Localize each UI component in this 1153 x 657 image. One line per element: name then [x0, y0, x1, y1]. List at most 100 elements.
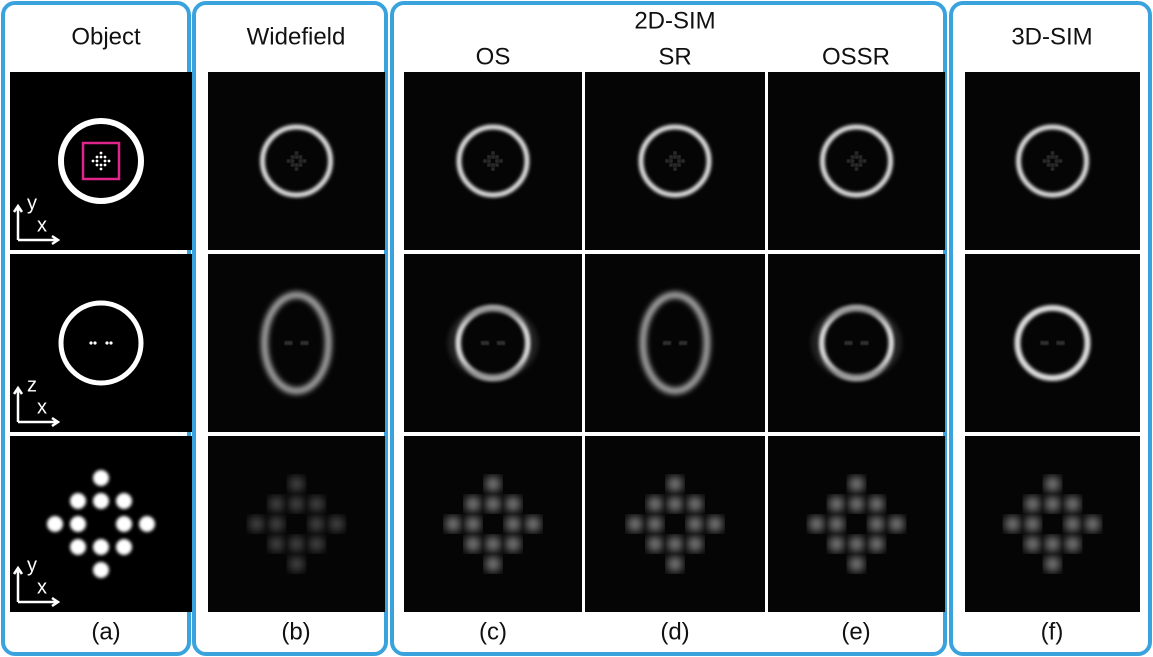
panel-title: 2D-SIM: [634, 7, 715, 34]
axis-label: x: [37, 214, 47, 236]
dot: [708, 517, 722, 531]
dot: [1066, 517, 1080, 531]
image-background: [404, 72, 582, 250]
dot: [492, 168, 495, 171]
dot: [1066, 497, 1080, 511]
image-background: [965, 436, 1140, 612]
image-tile: [404, 72, 582, 250]
dot: [1086, 517, 1100, 531]
dot: [93, 493, 109, 509]
image-background: [585, 436, 765, 612]
dot: [1047, 164, 1050, 167]
dot: [70, 516, 86, 532]
dot: [96, 156, 99, 159]
caption: (b): [281, 618, 310, 645]
dot: [1026, 517, 1040, 531]
image-background: [768, 436, 945, 612]
dot: [855, 152, 858, 155]
dot: [139, 516, 155, 532]
dot: [488, 156, 491, 159]
column-label: OSSR: [822, 43, 890, 70]
image-background: [208, 72, 385, 250]
dot: [1055, 160, 1058, 163]
panel-title: 3D-SIM: [1011, 23, 1092, 50]
dot: [863, 160, 866, 163]
dot: [849, 341, 852, 344]
dot: [1026, 497, 1040, 511]
column-label: OS: [476, 43, 511, 70]
dot: [116, 516, 132, 532]
dot: [1051, 168, 1054, 171]
dot: [287, 160, 290, 163]
dot: [1006, 517, 1020, 531]
dot: [1046, 557, 1060, 571]
dot: [668, 557, 682, 571]
dot: [1051, 156, 1054, 159]
dot: [688, 537, 702, 551]
dot: [1045, 341, 1048, 344]
dot: [301, 341, 304, 344]
caption: (f): [1041, 618, 1064, 645]
dot: [89, 341, 92, 344]
dot: [859, 160, 862, 163]
image-background: [768, 72, 945, 250]
dot: [855, 156, 858, 159]
dot: [1046, 537, 1060, 551]
dot: [648, 537, 662, 551]
dot: [1026, 537, 1040, 551]
axis-label: y: [27, 554, 37, 576]
dot: [830, 497, 844, 511]
dot: [1047, 156, 1050, 159]
axis-label: x: [37, 396, 47, 418]
image-background: [965, 254, 1140, 432]
dot: [93, 539, 109, 555]
dot: [96, 164, 99, 167]
dot: [295, 156, 298, 159]
dot: [1043, 160, 1046, 163]
dot: [678, 160, 681, 163]
dot: [1046, 497, 1060, 511]
dot: [486, 537, 500, 551]
dot: [484, 160, 487, 163]
dot: [855, 168, 858, 171]
image-background: [965, 72, 1140, 250]
dot: [670, 164, 673, 167]
axis-label: x: [37, 576, 47, 598]
column-label: SR: [658, 43, 691, 70]
dot: [330, 517, 344, 531]
dot: [865, 341, 868, 344]
dot: [116, 539, 132, 555]
caption: (e): [841, 618, 870, 645]
image-tile: [208, 254, 385, 432]
dot: [501, 341, 504, 344]
dot: [674, 152, 677, 155]
dot: [486, 497, 500, 511]
dot: [674, 168, 677, 171]
dot: [488, 164, 491, 167]
caption: (d): [660, 618, 689, 645]
image-tile: [585, 436, 765, 612]
image-background: [208, 254, 385, 432]
dot: [847, 160, 850, 163]
image-tile: [965, 72, 1140, 250]
dot: [285, 341, 288, 344]
dot: [663, 341, 666, 344]
dot: [109, 341, 112, 344]
dot: [497, 341, 500, 344]
dot: [674, 156, 677, 159]
dot: [104, 164, 107, 167]
dot: [492, 164, 495, 167]
dot: [861, 341, 864, 344]
dot: [506, 497, 520, 511]
dot: [290, 537, 304, 551]
image-background: [585, 254, 765, 432]
dot: [1061, 341, 1064, 344]
dot: [851, 160, 854, 163]
dot: [1041, 341, 1044, 344]
dot: [810, 517, 824, 531]
dot: [496, 156, 499, 159]
dot: [1059, 160, 1062, 163]
dot: [666, 160, 669, 163]
dot: [47, 516, 63, 532]
dot: [830, 537, 844, 551]
